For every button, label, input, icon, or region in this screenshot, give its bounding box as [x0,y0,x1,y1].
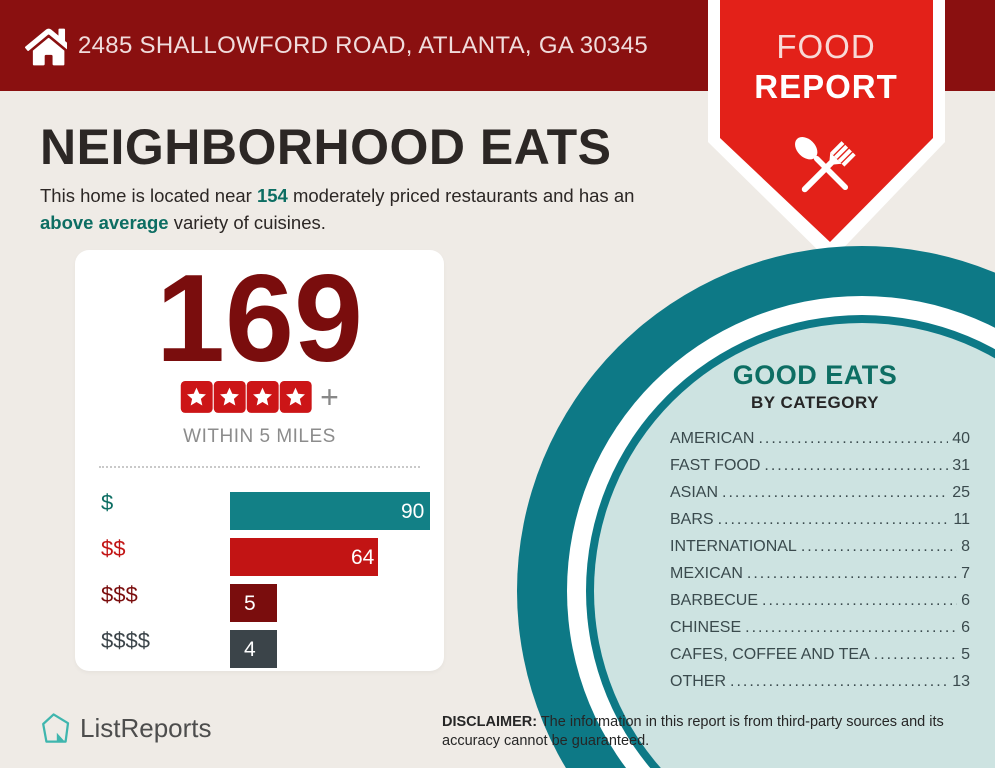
svg-text:FOOD: FOOD [776,28,875,65]
svg-text:REPORT: REPORT [754,68,898,105]
